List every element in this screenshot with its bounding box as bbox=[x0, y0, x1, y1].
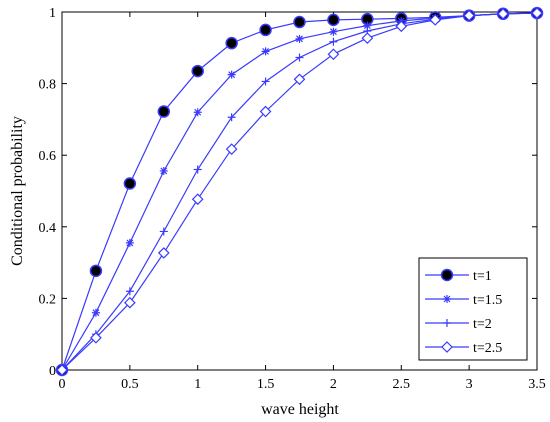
x-tick-label: 0 bbox=[59, 377, 66, 392]
data-point bbox=[157, 105, 171, 118]
data-point bbox=[293, 15, 306, 29]
legend-entry: t=2.5 bbox=[425, 341, 502, 356]
data-point bbox=[295, 34, 304, 43]
legend-entry: t=1 bbox=[425, 268, 492, 284]
x-tick-label: 2 bbox=[330, 377, 337, 392]
data-point bbox=[497, 7, 509, 20]
legend-entry: t=1.5 bbox=[425, 293, 502, 308]
data-point bbox=[193, 165, 202, 174]
x-tick-label: 1 bbox=[194, 377, 201, 392]
legend-marker bbox=[440, 268, 454, 282]
legend-marker bbox=[441, 341, 453, 353]
data-point bbox=[191, 193, 204, 206]
legend-marker bbox=[443, 295, 451, 303]
data-point bbox=[329, 27, 338, 36]
y-tick-label: 0.4 bbox=[39, 221, 57, 236]
data-point bbox=[327, 48, 340, 61]
data-point bbox=[157, 247, 170, 259]
legend-label: t=1 bbox=[473, 269, 492, 284]
data-point bbox=[90, 331, 102, 344]
legend-label: t=2.5 bbox=[473, 341, 502, 356]
data-point bbox=[125, 287, 134, 296]
x-tick-label: 2.5 bbox=[393, 377, 411, 392]
legend-label: t=1.5 bbox=[473, 293, 502, 308]
y-tick-label: 0.8 bbox=[39, 78, 57, 93]
data-point bbox=[429, 14, 442, 26]
x-tick-label: 1.5 bbox=[257, 377, 275, 392]
data-point bbox=[125, 238, 134, 247]
legend: t=1 t=1.5 t=2 t=2.5 bbox=[418, 257, 528, 361]
legend-entry: t=2 bbox=[425, 317, 492, 332]
x-tick-label: 0.5 bbox=[121, 377, 139, 392]
data-point bbox=[261, 47, 270, 56]
data-point bbox=[363, 21, 372, 30]
data-point bbox=[329, 37, 338, 46]
legend-label: t=2 bbox=[473, 317, 492, 332]
data-point bbox=[361, 32, 374, 44]
data-point bbox=[261, 77, 270, 86]
data-point bbox=[293, 73, 306, 86]
data-point bbox=[259, 105, 272, 118]
data-point bbox=[531, 7, 543, 19]
data-point bbox=[159, 166, 168, 175]
data-point bbox=[463, 9, 475, 22]
y-axis-label: Conditional probability bbox=[9, 116, 26, 266]
data-point bbox=[56, 364, 68, 376]
y-tick-label: 0 bbox=[49, 364, 56, 379]
data-point bbox=[395, 20, 408, 33]
data-point bbox=[259, 23, 272, 37]
data-point bbox=[225, 36, 238, 50]
data-point bbox=[327, 13, 340, 27]
data-point bbox=[124, 296, 136, 309]
y-tick-label: 1 bbox=[49, 6, 56, 21]
data-point bbox=[91, 308, 100, 317]
y-tick-label: 0.6 bbox=[39, 149, 57, 164]
data-point bbox=[89, 264, 103, 278]
legend-marker bbox=[443, 319, 451, 327]
data-point bbox=[159, 227, 168, 236]
x-tick-label: 3 bbox=[466, 377, 473, 392]
data-point bbox=[227, 70, 236, 79]
data-point bbox=[225, 143, 238, 155]
x-tick-label: 3.5 bbox=[528, 377, 546, 392]
y-tick-label: 0.2 bbox=[39, 292, 57, 307]
series-layer bbox=[55, 6, 544, 377]
data-point bbox=[295, 53, 304, 62]
data-point bbox=[191, 64, 204, 78]
data-point bbox=[123, 177, 137, 190]
data-point bbox=[193, 108, 202, 117]
data-point bbox=[227, 113, 236, 122]
x-axis-label: wave height bbox=[261, 401, 339, 418]
series-4 bbox=[56, 7, 543, 376]
